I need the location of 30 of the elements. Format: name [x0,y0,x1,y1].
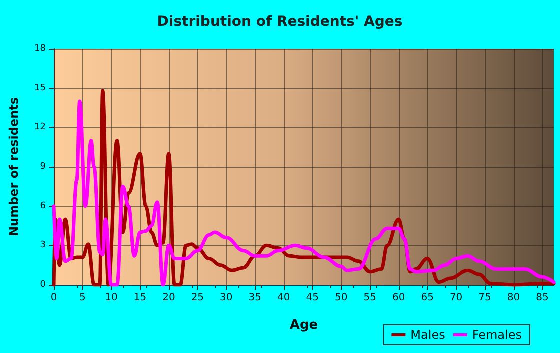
y-tick-label: 0 [40,280,46,290]
x-tick-label: 15 [134,292,147,304]
x-tick-label: 55 [364,292,376,304]
x-tick-label: 25 [191,292,204,304]
x-tick-label: 30 [220,292,233,304]
x-tick-label: 65 [421,292,434,304]
y-tick-label: 18 [34,44,46,54]
x-tick-label: 60 [392,292,406,304]
chart-title: Distribution of Residents' Ages [157,14,403,30]
y-axis-title: Number of residents [7,97,21,237]
legend-label: Females [472,328,522,342]
y-tick-label: 3 [40,240,46,251]
x-tick-label: 45 [306,292,319,304]
x-tick-label: 50 [334,292,348,304]
x-tick-label: 75 [478,292,492,304]
y-tick-label: 12 [34,122,46,133]
x-tick-label: 0 [50,292,58,304]
y-tick-label: 6 [40,201,46,212]
x-tick-label: 10 [105,292,118,304]
x-axis-title: Age [290,318,318,333]
x-tick-label: 20 [162,292,176,304]
x-tick-label: 35 [248,292,262,304]
y-tick-label: 9 [40,162,46,172]
x-tick-label: 70 [450,292,463,304]
x-tick-label: 40 [278,292,290,304]
x-tick-label: 80 [507,292,520,304]
y-tick-label: 15 [34,83,46,94]
legend-label: Males [410,328,446,342]
x-tick-label: 5 [80,292,86,304]
x-tick-label: 85 [536,292,549,304]
